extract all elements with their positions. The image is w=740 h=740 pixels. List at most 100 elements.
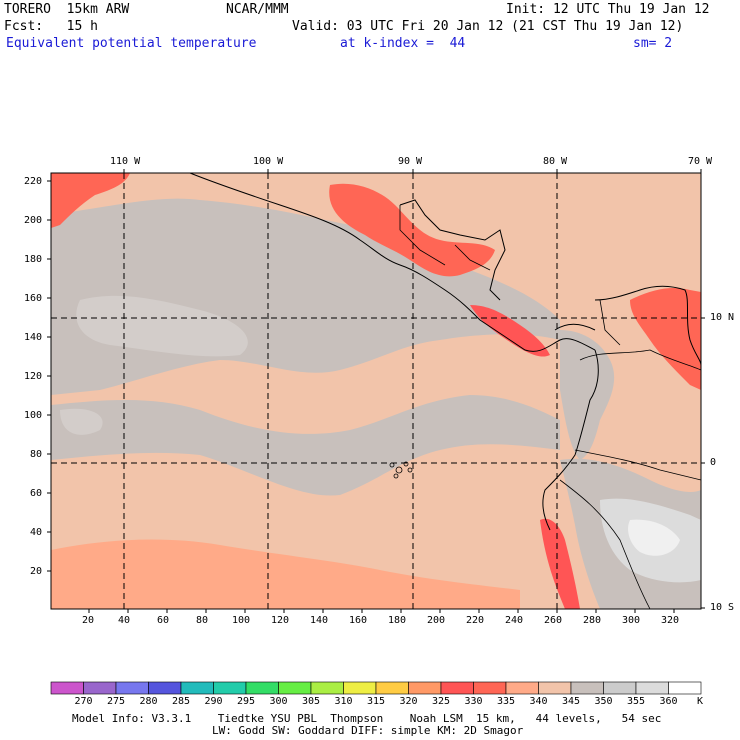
theta-e-field	[51, 173, 701, 609]
grid-y-label: 180	[24, 254, 43, 265]
colorbar-swatch	[375, 681, 409, 695]
colorbar-label: 345	[562, 696, 581, 707]
country-borders	[399, 205, 702, 610]
colorbar-swatch	[148, 681, 182, 695]
lat-label-10n: 10 N	[710, 312, 735, 323]
colorbar-label: 325	[432, 696, 451, 707]
colorbar-swatch	[440, 681, 474, 695]
colorbar-swatch	[635, 681, 669, 695]
grid-x-label: 320	[661, 615, 680, 626]
lon-label-70w: 70 W	[688, 156, 713, 167]
lon-label-80w: 80 W	[543, 156, 568, 167]
model-title: TORERO 15km ARW	[4, 2, 130, 17]
colorbar-swatch	[83, 681, 117, 695]
colorbar-swatch	[278, 681, 312, 695]
grid-x-label: 180	[388, 615, 407, 626]
colorbar-swatch	[115, 681, 149, 695]
colorbar-label: 300	[269, 696, 288, 707]
colorbar-swatch	[505, 681, 539, 695]
colorbar-swatch	[343, 681, 377, 695]
field-patch-gray	[560, 330, 615, 460]
field-name: Equivalent potential temperature	[6, 36, 257, 51]
grid-x-label: 280	[583, 615, 602, 626]
field-patch-red	[630, 288, 701, 390]
field-patch-red	[329, 183, 495, 277]
map-frame	[50, 172, 702, 610]
colorbar-label: 340	[529, 696, 548, 707]
field-band-warm	[51, 539, 520, 609]
colorbar-swatch	[213, 681, 247, 695]
coastlines	[189, 172, 702, 531]
colorbar-label: 310	[334, 696, 353, 707]
colorbar-label: 280	[139, 696, 158, 707]
colorbar-label: 270	[74, 696, 93, 707]
colorbar-label: 360	[659, 696, 678, 707]
grid-x-label: 40	[118, 615, 131, 626]
colorbar-label: 350	[594, 696, 613, 707]
frame-ticks	[47, 169, 705, 613]
field-band-gray	[51, 395, 560, 496]
lon-label-100w: 100 W	[253, 156, 284, 167]
colorbar-label: 295	[237, 696, 256, 707]
grid-y-label: 80	[30, 449, 43, 460]
model-info: Model Info: V3.3.1 Tiedtke YSU PBL Thomp…	[72, 712, 662, 725]
colorbar-swatch	[570, 681, 604, 695]
lon-label-90w: 90 W	[398, 156, 423, 167]
grid-x-label: 120	[271, 615, 290, 626]
colorbar-label: 305	[302, 696, 321, 707]
colorbar-swatch	[50, 681, 84, 695]
grid-x-label: 140	[310, 615, 329, 626]
smoothing-label: sm= 2	[633, 36, 673, 51]
field-patch-red	[540, 518, 580, 609]
colorbar-swatch	[245, 681, 279, 695]
colorbar-label: 320	[399, 696, 418, 707]
colorbar-swatch	[668, 681, 702, 695]
grid-x-label: 20	[82, 615, 95, 626]
grid-y-label: 60	[30, 488, 43, 499]
org-label: NCAR/MMM	[226, 2, 289, 17]
field-patch-white	[628, 519, 680, 556]
grid-y-label: 200	[24, 215, 43, 226]
level-label: at k-index = 44	[340, 36, 466, 51]
latlon-grid	[51, 173, 701, 609]
colorbar-swatch	[310, 681, 344, 695]
field-patch-red	[51, 173, 130, 228]
init-time: Init: 12 UTC Thu 19 Jan 12	[506, 2, 710, 17]
colorbar-label: 290	[204, 696, 223, 707]
colorbar-label: 335	[497, 696, 516, 707]
grid-y-label: 100	[24, 410, 43, 421]
colorbar-swatch	[603, 681, 637, 695]
colorbar-label: 355	[627, 696, 646, 707]
grid-x-label: 240	[505, 615, 524, 626]
grid-x-label: 260	[544, 615, 563, 626]
grid-x-label: 60	[157, 615, 170, 626]
grid-x-label: 200	[427, 615, 446, 626]
field-patch-lightgray	[60, 408, 103, 435]
colorbar	[50, 681, 702, 695]
lon-label-110w: 110 W	[110, 156, 141, 167]
grid-y-label: 220	[24, 176, 43, 187]
colorbar-swatch	[538, 681, 572, 695]
forecast-hour: Fcst: 15 h	[4, 19, 98, 34]
colorbar-label: 315	[367, 696, 386, 707]
grid-x-label: 220	[466, 615, 485, 626]
grid-x-label: 300	[622, 615, 641, 626]
grid-x-label: 80	[196, 615, 209, 626]
colorbar-swatch	[408, 681, 442, 695]
grid-y-label: 120	[24, 371, 43, 382]
colorbar-label: 330	[464, 696, 483, 707]
lat-label-0: 0	[710, 457, 717, 468]
grid-y-label: 160	[24, 293, 43, 304]
colorbar-label: 275	[107, 696, 126, 707]
field-patch-red	[470, 305, 550, 357]
colorbar-unit: K	[697, 696, 704, 707]
grid-y-label: 40	[30, 527, 43, 538]
physics-info: LW: Godd SW: Goddard DIFF: simple KM: 2D…	[212, 724, 524, 737]
lat-label-10s: 10 S	[710, 602, 735, 613]
grid-x-label: 100	[232, 615, 251, 626]
grid-y-label: 20	[30, 566, 43, 577]
valid-time: Valid: 03 UTC Fri 20 Jan 12 (21 CST Thu …	[292, 19, 684, 34]
colorbar-swatch	[180, 681, 214, 695]
colorbar-swatch	[473, 681, 507, 695]
